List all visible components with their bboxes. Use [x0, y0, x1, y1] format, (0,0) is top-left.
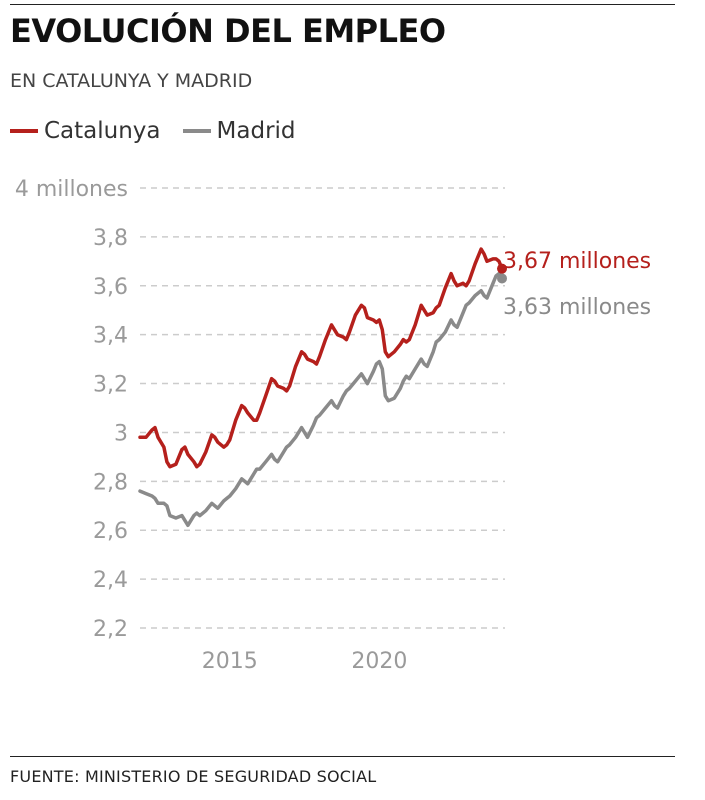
legend-item-catalunya: Catalunya [10, 118, 161, 144]
series-line-catalunya [138, 247, 504, 469]
x-tick-label-0: 2015 [202, 649, 258, 674]
y-tick-label-7: 2,6 [93, 519, 128, 544]
legend-item-madrid: Madrid [182, 118, 296, 144]
end-point-catalunya [497, 263, 508, 274]
y-tick-label-8: 2,4 [93, 568, 128, 593]
legend-swatch-madrid [182, 129, 211, 133]
y-tick-label-6: 2,8 [93, 470, 128, 495]
legend-label-catalunya: Catalunya [44, 118, 161, 144]
y-tick-label-0: 4 millones [15, 177, 128, 202]
end-point-madrid [497, 273, 508, 284]
end-label-catalunya: 3,67 millones [503, 249, 651, 274]
y-tick-label-2: 3,6 [93, 275, 128, 300]
y-tick-label-4: 3,2 [93, 373, 128, 398]
y-tick-label-3: 3,4 [93, 324, 128, 349]
y-tick-label-1: 3,8 [93, 226, 128, 251]
legend-label-madrid: Madrid [216, 118, 296, 144]
chart-subtitle: EN CATALUNYA Y MADRID [10, 70, 253, 92]
y-tick-label-9: 2,2 [93, 617, 128, 642]
chart-title: EVOLUCIÓN DEL EMPLEO [10, 12, 446, 50]
y-tick-label-5: 3 [114, 421, 128, 446]
legend-swatch-catalunya [10, 129, 38, 133]
bottom-rule [10, 756, 675, 757]
x-tick-label-1: 2020 [351, 649, 407, 674]
top-rule [10, 4, 675, 5]
legend: Catalunya Madrid [10, 118, 318, 144]
source-note: FUENTE: MINISTERIO DE SEGURIDAD SOCIAL [10, 767, 377, 786]
series-line-madrid [138, 271, 504, 528]
end-label-madrid: 3,63 millones [503, 295, 651, 320]
